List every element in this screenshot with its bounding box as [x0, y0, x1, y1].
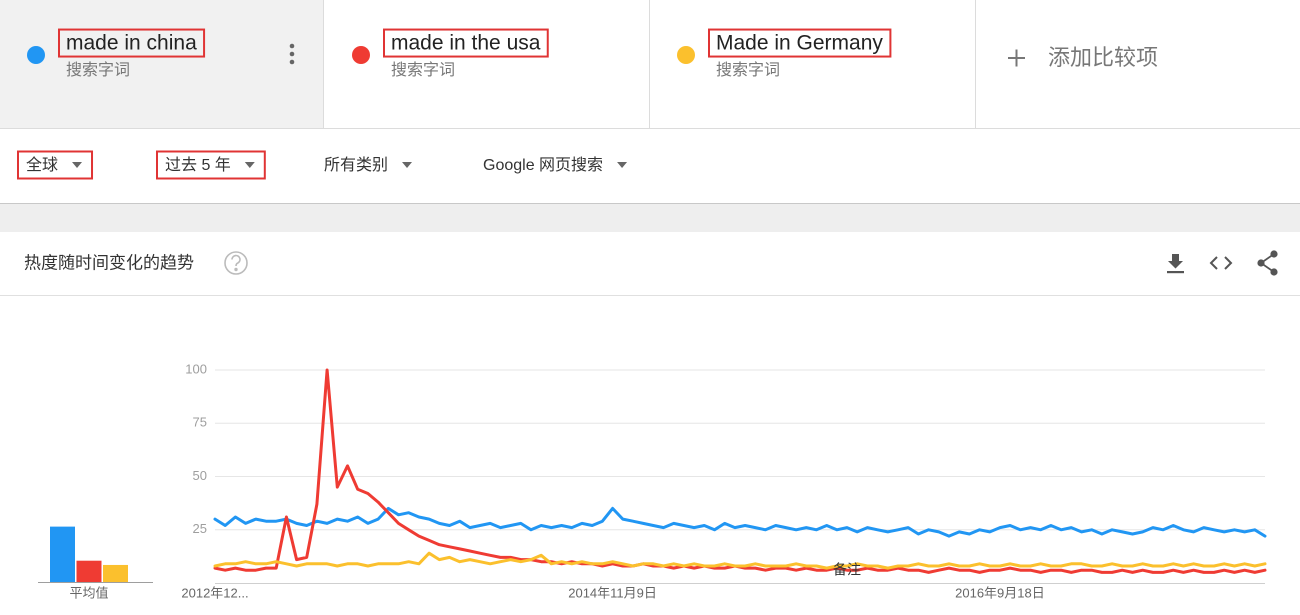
- dropdown-arrow: [72, 162, 83, 168]
- download-bar: [1167, 271, 1184, 274]
- dropdown-arrow: [617, 162, 628, 168]
- more-menu[interactable]: [289, 43, 295, 65]
- filter[interactable]: Google 网页搜索: [483, 156, 603, 174]
- page-gap: [0, 204, 1300, 232]
- add-compare-icon[interactable]: [1008, 49, 1025, 67]
- series-line: [213, 368, 1267, 574]
- menu-dot: [289, 51, 295, 57]
- download-icon[interactable]: [1167, 254, 1184, 274]
- term-kind: 搜索字词: [391, 61, 455, 79]
- term-name[interactable]: made in the usa: [391, 32, 541, 55]
- series-line: [213, 551, 1267, 570]
- filter[interactable]: 过去 5 年: [165, 156, 231, 174]
- help-glyph-dot: [234, 267, 238, 272]
- x-tick-label: 2014年11月9日: [568, 585, 657, 600]
- add-compare[interactable]: 添加比较项: [1048, 45, 1158, 70]
- series-line: [213, 506, 1267, 538]
- term-dot: [27, 46, 45, 64]
- bar-category: 平均值: [69, 585, 108, 600]
- x-tick-label: 2016年9月18日: [955, 585, 1045, 600]
- term-kind: 搜索字词: [716, 61, 780, 79]
- card-title: 热度随时间变化的趋势: [24, 253, 194, 272]
- term-dot: [677, 46, 695, 64]
- dropdown-arrow: [244, 162, 255, 168]
- menu-dot: [289, 43, 295, 49]
- x-tick-label: 2012年12...: [181, 585, 248, 600]
- menu-dot: [289, 59, 295, 65]
- dropdown-arrow: [402, 162, 413, 168]
- active-tab-bg: [0, 0, 323, 128]
- term-name[interactable]: Made in Germany: [716, 32, 883, 55]
- highlight-box: [58, 28, 206, 58]
- filter[interactable]: 所有类别: [324, 156, 388, 174]
- download-arrow: [1168, 254, 1183, 269]
- highlight-box: [156, 150, 266, 180]
- average-bar: [103, 564, 128, 582]
- filter[interactable]: 全球: [26, 156, 58, 174]
- term-name[interactable]: made in china: [66, 32, 197, 55]
- y-tick-label: 50: [193, 468, 207, 483]
- help-circle: [224, 251, 248, 275]
- highlight-box: [708, 28, 892, 58]
- highlight-box: [17, 150, 94, 180]
- embed-icon[interactable]: [1209, 256, 1233, 270]
- embed-left: [1209, 256, 1218, 270]
- term-kind: 搜索字词: [66, 61, 130, 79]
- term-dot: [352, 46, 370, 64]
- average-bar: [76, 560, 102, 582]
- y-tick-label: 25: [193, 521, 207, 536]
- y-tick-label: 75: [193, 415, 207, 430]
- share-icon[interactable]: [1257, 250, 1278, 276]
- average-bar: [50, 526, 75, 582]
- highlight-box: [383, 28, 549, 58]
- help-glyph: [231, 254, 241, 267]
- embed-right: [1224, 256, 1233, 270]
- help-icon[interactable]: [224, 251, 248, 275]
- y-tick-label: 100: [185, 361, 207, 376]
- chart-annotation: 备注: [833, 562, 861, 578]
- share-links: [1259, 253, 1275, 273]
